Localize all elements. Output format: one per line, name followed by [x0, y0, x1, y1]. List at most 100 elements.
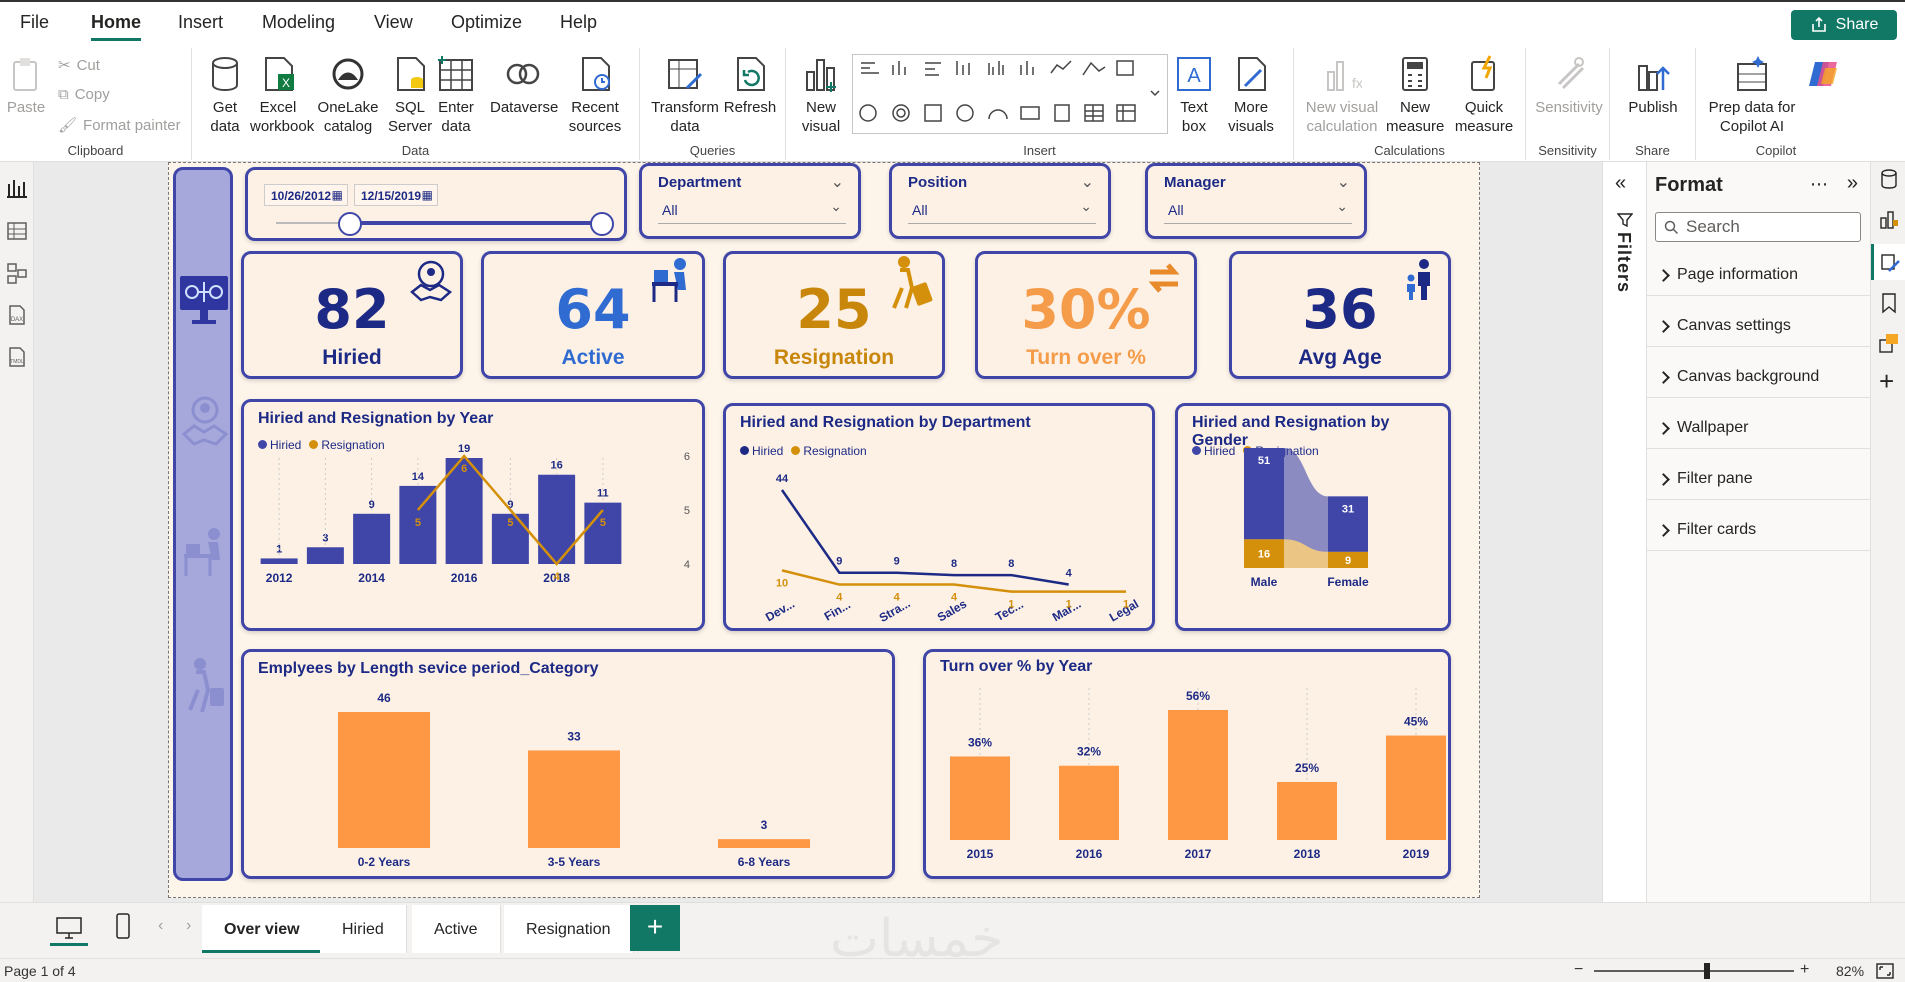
mobile-layout-icon[interactable]: [116, 913, 130, 939]
chevron-down-icon: ⌄: [1336, 198, 1348, 214]
build-visual-icon[interactable]: [1878, 208, 1900, 230]
clipboard-group-label: Clipboard: [67, 143, 124, 158]
report-view-icon[interactable]: [6, 176, 28, 198]
get-data-button[interactable]: Get data: [202, 54, 248, 136]
kpi-value: 64: [555, 278, 631, 341]
zoom-out-icon[interactable]: −: [1574, 961, 1584, 978]
format-pane-tab[interactable]: [1871, 244, 1905, 280]
publish-button[interactable]: Publish: [1622, 54, 1684, 117]
prep-data-copilot-button[interactable]: Prep data for Copilot AI: [1704, 54, 1800, 136]
sql-server-button[interactable]: SQL Server: [388, 54, 432, 136]
section-page-information[interactable]: Page information: [1647, 254, 1871, 296]
bookmark-icon[interactable]: [1878, 292, 1900, 314]
new-visual-button[interactable]: New visual: [796, 54, 846, 136]
scroll-right-icon[interactable]: ›: [186, 917, 192, 934]
text-box-button[interactable]: A Text box: [1172, 54, 1216, 136]
chart-turnover-by-year[interactable]: Turn over % by Year 36% 2015 32% 2016 56% 201…: [923, 649, 1451, 879]
zoom-in-icon[interactable]: +: [1800, 961, 1810, 978]
section-canvas-settings[interactable]: Canvas settings: [1647, 305, 1871, 347]
chart-hiried-resignation-by-gender[interactable]: Hiried and Resignation by Gender Hiried …: [1175, 403, 1451, 631]
kpi-card-active[interactable]: 64 Active: [481, 251, 705, 379]
model-view-icon[interactable]: [6, 262, 28, 284]
menu-file[interactable]: File: [20, 12, 50, 32]
kpi-label: Turn over %: [1026, 346, 1146, 369]
x-tick-label: 2016: [451, 571, 478, 585]
format-painter-button[interactable]: 🖌 Format painter: [58, 116, 181, 135]
section-wallpaper[interactable]: Wallpaper: [1647, 407, 1871, 449]
x-tick-label: 2018: [543, 571, 570, 585]
sensitivity-button[interactable]: Sensitivity: [1534, 54, 1604, 117]
add-page-button[interactable]: +: [630, 905, 680, 951]
quick-measure-button[interactable]: Quick measure: [1446, 54, 1522, 136]
slider-end-handle[interactable]: [590, 212, 614, 236]
desktop-layout-icon[interactable]: [56, 917, 82, 939]
add-pane-icon[interactable]: +: [1879, 366, 1895, 396]
menu-view[interactable]: View: [374, 12, 413, 32]
x-tick-label: Male: [1251, 575, 1278, 589]
kpi-card-hiried[interactable]: 82 Hiried: [241, 251, 463, 379]
ribbon-group-data: Get data X Excel workbook OneLake catalo…: [192, 48, 640, 160]
format-search-input[interactable]: Search: [1655, 212, 1861, 242]
section-filter-pane[interactable]: Filter pane: [1647, 458, 1871, 500]
filters-pane-collapsed[interactable]: « Filters: [1602, 162, 1646, 902]
new-measure-button[interactable]: New measure: [1386, 54, 1444, 136]
menu-home[interactable]: Home: [91, 12, 142, 41]
end-date-input[interactable]: 12/15/2019 ▦: [354, 184, 438, 206]
new-visual-calculation-button[interactable]: fx New visual calculation: [1304, 54, 1380, 136]
kpi-card-resignation[interactable]: 25 Resignation: [723, 251, 945, 379]
expand-double-chevron-icon[interactable]: «: [1615, 172, 1627, 194]
more-options-icon[interactable]: ⋯: [1810, 174, 1828, 194]
date-range-slicer[interactable]: 10/26/2012 ▦ 12/15/2019 ▦: [245, 167, 627, 241]
page-tab-over-view[interactable]: Over view: [202, 905, 323, 953]
dax-query-view-icon[interactable]: DAX: [6, 304, 28, 326]
manager-slicer[interactable]: Manager ⌄ All ⌄: [1145, 163, 1367, 239]
enter-data-button[interactable]: Enter data: [436, 54, 476, 136]
visual-gallery[interactable]: [852, 54, 1168, 134]
excel-workbook-button[interactable]: X Excel workbook: [250, 54, 314, 136]
kpi-card-avg-age[interactable]: 36 Avg Age: [1229, 251, 1451, 379]
handshake-team-icon: [181, 396, 229, 446]
more-visuals-button[interactable]: More visuals: [1218, 54, 1284, 136]
zoom-slider-track[interactable]: [1594, 970, 1794, 972]
department-dropdown[interactable]: All ⌄: [658, 198, 846, 224]
cut-button[interactable]: ✂ Cut: [58, 56, 100, 75]
position-slicer[interactable]: Position ⌄ All ⌄: [889, 163, 1111, 239]
refresh-button[interactable]: Refresh: [722, 54, 778, 117]
section-canvas-background[interactable]: Canvas background: [1647, 356, 1871, 398]
page-tab-active[interactable]: Active: [412, 905, 501, 953]
chart-employees-by-length-service[interactable]: Emplyees by Length sevice period_Categor…: [241, 649, 895, 879]
kpi-card-turnover[interactable]: 30% Turn over %: [975, 251, 1197, 379]
slider-start-handle[interactable]: [338, 212, 362, 236]
recent-sources-button[interactable]: Recent sources: [560, 54, 630, 136]
copy-button[interactable]: ⧉ Copy: [58, 86, 110, 103]
table-view-icon[interactable]: [6, 220, 28, 242]
fit-to-page-icon[interactable]: [1876, 963, 1894, 979]
page-tab-resignation[interactable]: Resignation: [504, 905, 634, 953]
collapse-double-chevron-icon[interactable]: »: [1846, 172, 1858, 194]
scroll-left-icon[interactable]: ‹: [158, 917, 164, 934]
chart-hiried-resignation-by-year[interactable]: Hiried and Resignation by Year Hiried Re…: [241, 399, 705, 631]
menu-optimize[interactable]: Optimize: [451, 12, 523, 32]
page-tab-hiried[interactable]: Hiried: [320, 905, 407, 953]
menu-help[interactable]: Help: [560, 12, 598, 32]
transform-data-button[interactable]: Transform data: [650, 54, 720, 136]
copilot-button[interactable]: [1802, 54, 1848, 98]
paste-button[interactable]: Paste: [6, 54, 46, 117]
onelake-catalog-button[interactable]: OneLake catalog: [312, 54, 384, 136]
status-bar: Page 1 of 4 − + 82%: [0, 958, 1905, 982]
chart-hiried-resignation-by-department[interactable]: Hiried and Resignation by Department Hir…: [723, 403, 1155, 631]
data-pane-icon[interactable]: [1878, 168, 1900, 190]
selection-pane-icon[interactable]: [1878, 332, 1900, 354]
share-button[interactable]: Share: [1791, 10, 1897, 40]
section-filter-cards[interactable]: Filter cards: [1647, 509, 1871, 551]
zoom-slider-thumb[interactable]: [1704, 963, 1710, 979]
tmdl-view-icon[interactable]: TMDL: [6, 346, 28, 368]
dataverse-button[interactable]: Dataverse: [490, 54, 558, 117]
menu-modeling[interactable]: Modeling: [262, 12, 336, 32]
manager-dropdown[interactable]: All ⌄: [1164, 198, 1352, 224]
menu-insert[interactable]: Insert: [178, 12, 224, 32]
position-dropdown[interactable]: All ⌄: [908, 198, 1096, 224]
department-slicer[interactable]: Department ⌄ All ⌄: [639, 163, 861, 239]
start-date-input[interactable]: 10/26/2012 ▦: [264, 184, 348, 206]
paste-icon: [13, 58, 37, 91]
